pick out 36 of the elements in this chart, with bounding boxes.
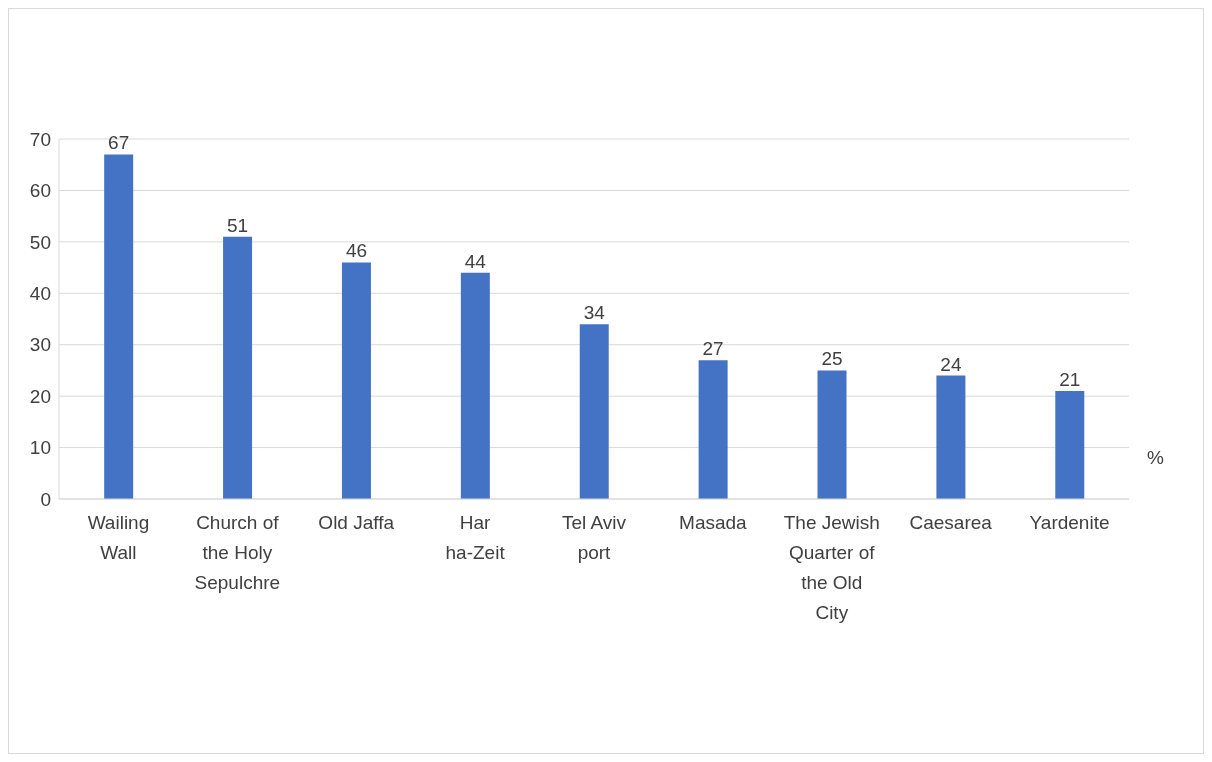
data-label: 44 (464, 250, 487, 272)
y-tick-label: 40 (29, 283, 51, 305)
bar (817, 370, 847, 499)
y-tick-label: 10 (29, 437, 51, 459)
bar (1055, 391, 1085, 499)
y-tick-label: 70 (29, 128, 51, 150)
x-tick-label: Yardenite (1029, 512, 1110, 533)
text: % (1147, 447, 1164, 469)
x-tick-label: Tel Aviv port (561, 512, 627, 563)
x-tick-label: Masada (679, 512, 748, 533)
bar (579, 324, 609, 499)
bar (698, 360, 728, 499)
y-tick-label: 30 (29, 334, 51, 356)
x-tick-label: Caesarea (909, 512, 993, 533)
y-tick-label: 20 (29, 385, 51, 407)
data-label: 46 (345, 240, 368, 262)
data-label: 25 (821, 348, 843, 370)
x-tick-label: Har ha-Zeit (445, 512, 506, 563)
x-tick-label: Wailing Wall (87, 512, 150, 563)
x-tick-label: Church of the Holy Sepulchre (194, 512, 281, 593)
bar (104, 154, 134, 499)
data-label: 21 (1059, 369, 1081, 390)
y-tick-label: 50 (29, 231, 51, 253)
y-tick-label: 0 (40, 488, 51, 510)
x-tick-label: The Jewish Quarter of the Old City (783, 512, 880, 623)
bar (460, 272, 490, 499)
x-tick-label: Old Jaffa (318, 512, 395, 533)
data-label: 34 (583, 302, 606, 324)
data-label: 51 (227, 214, 249, 236)
data-label: 24 (940, 353, 962, 375)
y-tick-label: 60 (29, 180, 51, 202)
bar (341, 262, 371, 499)
bar (223, 236, 253, 499)
data-label: 27 (702, 338, 724, 360)
bar (936, 375, 966, 499)
data-label: 67 (108, 132, 130, 154)
